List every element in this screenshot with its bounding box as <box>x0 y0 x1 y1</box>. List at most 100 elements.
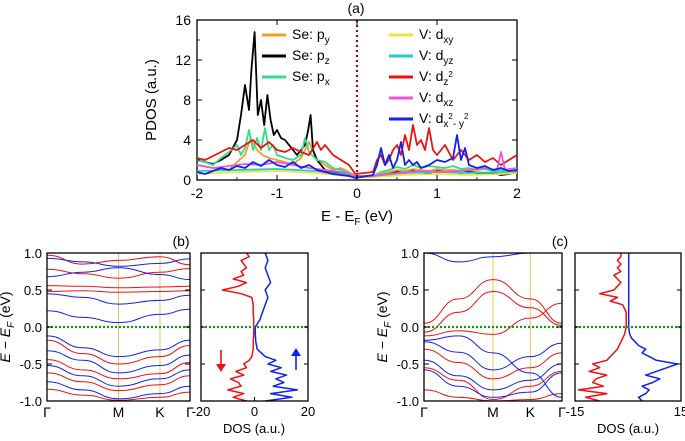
band-spin-up <box>47 381 190 400</box>
band-spin-down <box>47 339 190 365</box>
panel-c: (c) -1.0 -0.5 0.0 0.5 1.0 Γ M K Γ E − EF (eV) <box>374 233 568 420</box>
x-tick-label: 0 <box>353 185 361 201</box>
legend-label: V: dxz <box>419 89 453 109</box>
k-point-label: Γ <box>43 404 51 420</box>
band-spin-down <box>424 348 562 380</box>
x-tick-label: 0 <box>251 404 258 419</box>
legend-label-sub: x <box>443 119 448 130</box>
legend-label-sub: xz <box>443 98 453 109</box>
legend-label: V: dx2- y2 <box>419 110 469 130</box>
band-spin-up <box>424 369 562 398</box>
legend-entry: Se: py <box>262 26 330 46</box>
legend-label: V: dxy <box>419 26 453 46</box>
k-point-label: M <box>487 404 499 420</box>
y-tick-label: 12 <box>175 52 191 68</box>
y-tick-label: 0.0 <box>401 320 419 335</box>
panel-b-dos-xlabel: DOS (a.u.) <box>223 421 285 436</box>
y-tick-label: 0.0 <box>24 320 42 335</box>
pdos-series-line-7 <box>196 134 518 179</box>
panel-c-ylabel-unit: (eV) <box>374 291 390 321</box>
legend-label: Se: px <box>292 68 330 88</box>
pdos-series-line-2 <box>196 127 518 177</box>
legend-entry: V: dxz <box>389 89 453 109</box>
legend-label-sup: 2 <box>448 112 453 121</box>
legend-entry: Se: pz <box>262 47 330 67</box>
band-spin-down <box>47 254 190 266</box>
legend-label-prefix: V: d <box>419 26 443 42</box>
dos-line-spin-up <box>254 252 299 402</box>
panel-b-ylabel-sub: F <box>6 321 17 328</box>
legend-label-prefix: V: d <box>419 68 443 84</box>
legend-label-sub: y <box>325 35 330 46</box>
band-spin-up <box>424 335 562 398</box>
band-spin-down <box>47 372 190 392</box>
panel-c-ylabel-sub: F <box>383 321 394 328</box>
band-spin-up <box>424 253 562 263</box>
k-point-label: M <box>113 404 125 420</box>
legend-entry: V: dyz <box>389 47 453 67</box>
x-tick-label: 15 <box>674 404 685 419</box>
panel-a-xlabel-main: E - E <box>321 208 354 225</box>
k-point-label: Γ <box>558 404 566 420</box>
panel-b-ylabel: E − EF (eV) <box>0 291 17 362</box>
legend-label-prefix: V: d <box>419 89 443 105</box>
panel-a-series <box>196 31 518 179</box>
legend-label-sub: xy <box>443 35 453 46</box>
panel-a-xlabel: E - EF (eV) <box>321 208 393 228</box>
band-spin-up <box>47 308 190 324</box>
y-tick-label: 16 <box>175 12 191 28</box>
band-spin-up <box>47 365 190 387</box>
band-lines <box>424 253 562 401</box>
y-tick-label: 8 <box>183 92 191 108</box>
x-tick-label: -15 <box>566 404 585 419</box>
legend-label-prefix: Se: p <box>292 26 325 42</box>
panel-c-dos-xlabel: DOS (a.u.) <box>597 421 659 436</box>
legend-label-prefix: V: d <box>419 110 443 126</box>
legend-label-sub: z <box>443 77 448 88</box>
spin-up-arrow-icon <box>291 348 301 370</box>
panel-c-dos: -15 15 DOS (a.u.) <box>566 252 685 436</box>
x-tick-label: -1 <box>271 185 284 201</box>
x-tick-label: -20 <box>192 404 211 419</box>
panel-a-label: (a) <box>347 0 364 16</box>
k-point-label: K <box>155 404 165 420</box>
panel-b-ylabel-main: E − E <box>0 327 13 362</box>
legend-entry: V: dxy <box>389 26 453 46</box>
legend-entry: Se: px <box>262 68 330 88</box>
dos-line-spin-down <box>577 253 627 402</box>
y-tick-label: 4 <box>183 132 191 148</box>
legend-entry: V: dx2- y2 <box>389 110 469 130</box>
legend-label-sub2: - y <box>453 119 464 130</box>
legend-label-sub: z <box>325 56 330 67</box>
panel-b-ticks: -1.0 -0.5 0.0 0.5 1.0 Γ M K Γ <box>20 246 195 420</box>
spin-down-arrow-icon <box>216 350 226 372</box>
panel-b-label: (b) <box>172 233 189 249</box>
y-tick-label: -0.5 <box>20 357 42 372</box>
panel-b-dos: -20 0 20 DOS (a.u.) <box>192 252 315 436</box>
panel-c-ylabel-main: E − E <box>374 327 390 362</box>
band-spin-down <box>424 389 562 401</box>
panel-c-bands <box>424 253 562 401</box>
band-spin-down <box>424 279 562 324</box>
legend-label: V: dz2 <box>419 68 453 88</box>
legend-entry: V: dz2 <box>389 68 453 88</box>
panel-a-ylabel: PDOS (a.u.) <box>143 59 160 141</box>
band-spin-up <box>424 341 562 371</box>
band-spin-down <box>424 290 562 333</box>
k-point-label: K <box>526 404 536 420</box>
legend-label-prefix: Se: p <box>292 68 325 84</box>
panel-c-ticks: -1.0 -0.5 0.0 0.5 1.0 Γ M K Γ <box>397 246 567 420</box>
panel-a-xlabel-sub: F <box>354 217 360 228</box>
band-spin-down <box>47 285 190 289</box>
legend-label: Se: pz <box>292 47 330 67</box>
panel-c-dos-series <box>575 253 681 402</box>
legend-label: V: dyz <box>419 47 453 67</box>
x-tick-label: 20 <box>301 404 315 419</box>
k-point-label: Γ <box>186 404 194 420</box>
x-tick-label: 1 <box>433 185 441 201</box>
y-tick-label: 0 <box>183 172 191 188</box>
band-spin-up <box>47 335 190 358</box>
